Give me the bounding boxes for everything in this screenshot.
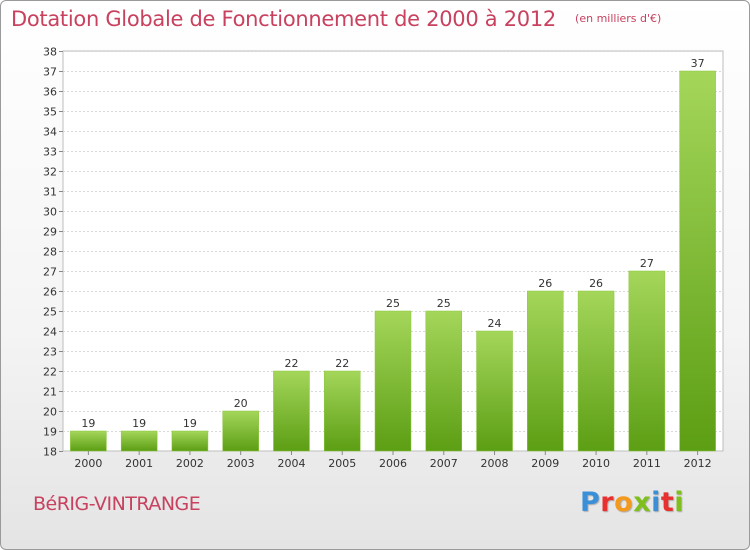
y-tick-label: 29 — [43, 226, 57, 239]
x-tick-label: 2008 — [481, 457, 509, 470]
bar-value-label: 25 — [437, 297, 451, 310]
logo-letter: o — [614, 487, 634, 518]
y-tick-label: 31 — [43, 186, 57, 199]
x-tick-label: 2011 — [633, 457, 661, 470]
bar — [476, 330, 513, 452]
bar-value-label: 19 — [132, 417, 146, 430]
x-tick-label: 2000 — [74, 457, 102, 470]
x-tick-label: 2005 — [328, 457, 356, 470]
y-tick-label: 24 — [43, 326, 57, 339]
y-tick-label: 18 — [43, 446, 57, 459]
x-tick-label: 2001 — [125, 457, 153, 470]
y-tick-label: 33 — [43, 146, 57, 159]
bar — [222, 410, 259, 452]
x-tick-label: 2009 — [531, 457, 559, 470]
y-tick-label: 28 — [43, 246, 57, 259]
logo-letter: P — [580, 487, 601, 518]
x-tick-label: 2002 — [176, 457, 204, 470]
y-tick-label: 20 — [43, 406, 57, 419]
y-tick-label: 38 — [43, 46, 57, 59]
y-tick-label: 22 — [43, 366, 57, 379]
bar — [273, 370, 310, 452]
chart-unit: (en milliers d'€) — [575, 12, 662, 25]
x-tick-label: 2006 — [379, 457, 407, 470]
bar — [171, 430, 209, 452]
x-tick-label: 2012 — [684, 457, 712, 470]
proxiti-logo: Proxiti — [580, 487, 684, 518]
bar-value-label: 22 — [335, 357, 349, 370]
logo-letter: i — [674, 487, 685, 518]
logo-letter: x — [633, 487, 652, 518]
x-tick-label: 2010 — [582, 457, 610, 470]
bar-value-label: 26 — [589, 277, 603, 290]
bar-value-label: 19 — [81, 417, 95, 430]
chart-title: Dotation Globale de Fonctionnement de 20… — [11, 7, 556, 31]
x-tick-label: 2003 — [227, 457, 255, 470]
logo-letter: i — [651, 487, 661, 518]
bar-value-label: 27 — [640, 257, 654, 270]
bar — [70, 430, 107, 452]
y-tick-label: 25 — [43, 306, 57, 319]
bar — [577, 290, 615, 452]
bar-value-label: 19 — [183, 417, 197, 430]
bar — [120, 430, 158, 452]
logo-letter: t — [660, 487, 675, 518]
bar — [527, 290, 564, 452]
bar — [628, 270, 666, 452]
y-tick-label: 30 — [43, 206, 57, 219]
y-tick-label: 19 — [43, 426, 57, 439]
bar-value-label: 37 — [691, 57, 705, 70]
y-tick-label: 37 — [43, 66, 57, 79]
y-tick-label: 21 — [43, 386, 57, 399]
y-tick-label: 27 — [43, 266, 57, 279]
bar-value-label: 22 — [284, 357, 298, 370]
y-tick-label: 35 — [43, 106, 57, 119]
chart-title-row: Dotation Globale de Fonctionnement de 20… — [11, 7, 661, 31]
bar-value-label: 20 — [234, 397, 248, 410]
x-tick-label: 2007 — [430, 457, 458, 470]
y-tick-label: 23 — [43, 346, 57, 359]
y-tick-label: 32 — [43, 166, 57, 179]
bar — [374, 310, 412, 452]
bar-value-label: 26 — [538, 277, 552, 290]
commune-name: BéRIG-VINTRANGE — [33, 493, 201, 515]
logo-letter: r — [600, 487, 615, 518]
y-tick-label: 34 — [43, 126, 57, 139]
y-tick-label: 36 — [43, 86, 57, 99]
bar — [425, 310, 463, 452]
bar — [323, 370, 361, 452]
bar-value-label: 24 — [488, 317, 502, 330]
y-tick-label: 26 — [43, 286, 57, 299]
bar — [679, 70, 716, 452]
x-tick-label: 2004 — [277, 457, 305, 470]
bar-value-label: 25 — [386, 297, 400, 310]
